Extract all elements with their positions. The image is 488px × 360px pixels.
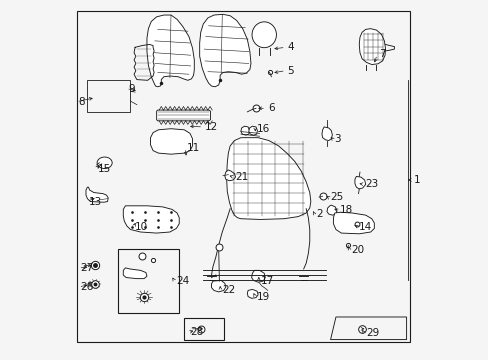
Text: 6: 6 bbox=[267, 103, 274, 113]
Polygon shape bbox=[123, 206, 179, 233]
Polygon shape bbox=[123, 268, 147, 279]
Text: 14: 14 bbox=[359, 222, 372, 231]
Polygon shape bbox=[147, 15, 194, 87]
Text: 2: 2 bbox=[316, 209, 322, 219]
Bar bbox=[118, 249, 178, 313]
Text: 11: 11 bbox=[187, 143, 200, 153]
Polygon shape bbox=[359, 29, 385, 64]
Text: 15: 15 bbox=[97, 164, 110, 174]
Text: 8: 8 bbox=[78, 97, 84, 107]
Text: 13: 13 bbox=[88, 197, 102, 207]
Polygon shape bbox=[156, 110, 210, 121]
Text: 28: 28 bbox=[190, 327, 203, 337]
Text: 3: 3 bbox=[333, 134, 340, 144]
Polygon shape bbox=[150, 129, 192, 154]
Text: 24: 24 bbox=[176, 276, 189, 286]
Text: 4: 4 bbox=[287, 42, 294, 52]
Polygon shape bbox=[248, 126, 257, 135]
Text: 23: 23 bbox=[365, 179, 378, 189]
Text: 10: 10 bbox=[135, 222, 148, 232]
Text: 27: 27 bbox=[80, 263, 93, 273]
Text: 17: 17 bbox=[260, 276, 273, 286]
Polygon shape bbox=[251, 270, 265, 282]
Bar bbox=[87, 80, 130, 112]
Text: 1: 1 bbox=[413, 175, 420, 185]
Polygon shape bbox=[211, 280, 225, 292]
Text: 25: 25 bbox=[329, 192, 343, 202]
Polygon shape bbox=[333, 212, 373, 234]
Text: 26: 26 bbox=[80, 282, 93, 292]
Text: 21: 21 bbox=[235, 172, 248, 182]
Ellipse shape bbox=[251, 22, 276, 48]
Text: 12: 12 bbox=[204, 122, 218, 132]
Polygon shape bbox=[226, 138, 310, 220]
Text: 29: 29 bbox=[366, 328, 379, 338]
Polygon shape bbox=[86, 187, 108, 202]
Text: 9: 9 bbox=[128, 84, 134, 94]
Text: 19: 19 bbox=[257, 292, 270, 302]
Bar bbox=[184, 318, 223, 339]
Polygon shape bbox=[321, 127, 332, 140]
Polygon shape bbox=[247, 289, 258, 298]
Text: 5: 5 bbox=[287, 66, 294, 76]
Polygon shape bbox=[241, 126, 249, 135]
Text: 22: 22 bbox=[222, 285, 235, 296]
Text: 16: 16 bbox=[257, 124, 270, 134]
Polygon shape bbox=[354, 176, 365, 189]
Polygon shape bbox=[224, 170, 235, 181]
Text: 18: 18 bbox=[339, 206, 352, 216]
Polygon shape bbox=[199, 14, 250, 87]
Polygon shape bbox=[326, 205, 336, 215]
Ellipse shape bbox=[97, 157, 112, 168]
Text: 20: 20 bbox=[351, 245, 364, 255]
Text: 7: 7 bbox=[378, 49, 385, 59]
